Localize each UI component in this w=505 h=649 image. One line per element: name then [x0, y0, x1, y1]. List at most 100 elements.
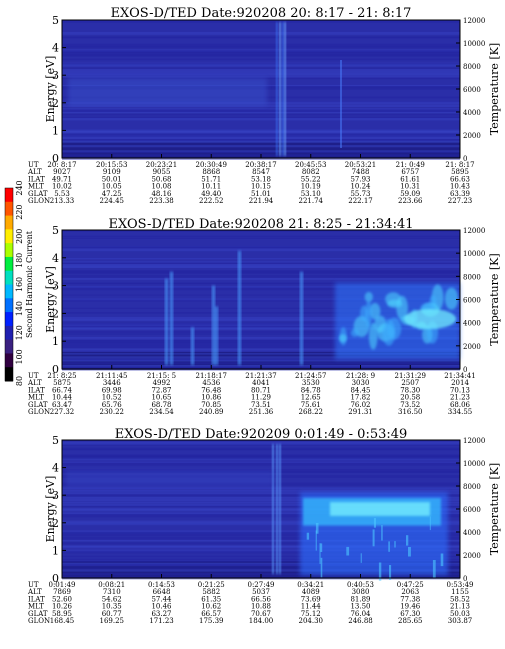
panel-title: EXOS-D/TED Date:920208 21: 8:25 - 21:34:…: [109, 217, 414, 232]
noise-stripe: [62, 336, 460, 338]
noise-stripe: [62, 550, 460, 554]
panel-3: EXOS-D/TED Date:920209 0:01:49 - 0:53:49…: [27, 427, 501, 625]
cell-mlt: 21.23: [450, 394, 470, 402]
noise-stripe: [62, 264, 460, 266]
emission-blob: [365, 300, 372, 328]
noise-stripe: [62, 338, 460, 342]
cell-glon: 222.17: [348, 197, 373, 205]
noise-stripe: [62, 278, 460, 280]
cell-alt: 7869: [53, 588, 71, 596]
cell-ut: 21:11:45: [96, 372, 127, 380]
cell-mlt: 12.65: [301, 394, 321, 402]
y2-tick-label: 4000: [463, 529, 481, 537]
panel-2: EXOS-D/TED Date:920208 21: 8:25 - 21:34:…: [27, 217, 501, 416]
colorbar-segment: [5, 325, 13, 341]
cell-glat: 76.04: [350, 610, 371, 618]
cell-ut: 20:15:53: [96, 161, 127, 169]
row-label-glon: GLON: [28, 197, 50, 205]
cell-ilat: 66.56: [251, 595, 272, 603]
noise-stripe: [62, 54, 460, 57]
cell-alt: 6757: [401, 168, 419, 176]
colorbar-tick-label: 80: [15, 376, 24, 386]
noise-stripe: [62, 136, 460, 140]
emission-streak: [394, 541, 396, 548]
emission-streak: [319, 543, 321, 564]
cell-ilat: 57.93: [350, 175, 370, 183]
y-tick-label: 1: [52, 335, 59, 348]
noise-stripe: [62, 246, 460, 248]
y2-tick-label: 6000: [463, 506, 481, 514]
cell-ilat: 84.78: [301, 386, 321, 394]
cell-ilat: 53.18: [251, 175, 271, 183]
cell-glon: 246.88: [348, 617, 373, 625]
colorbar-segment: [5, 298, 13, 313]
noise-stripe: [62, 512, 460, 515]
noise-stripe: [62, 299, 460, 302]
noise-stripe: [62, 530, 460, 533]
cell-mlt: 13.50: [350, 603, 370, 611]
row-label-glat: GLAT: [28, 610, 48, 618]
panels-layer: EXOS-D/TED Date:920208 20: 8:17 - 21: 8:…: [27, 6, 501, 625]
noise-stripe: [62, 561, 460, 563]
colorbar-tick-label: 160: [15, 277, 24, 292]
colorbar-segment: [5, 367, 13, 382]
y-tick-label: 1: [52, 124, 59, 137]
cell-glon: 227.23: [448, 197, 473, 205]
noise-stripe: [62, 325, 460, 328]
row-label-alt: ALT: [27, 168, 42, 176]
cell-ilat: 58.52: [450, 595, 470, 603]
noise-stripe: [62, 348, 460, 351]
cell-ilat: 80.71: [251, 386, 271, 394]
noise-stripe: [62, 46, 460, 49]
noise-stripe: [62, 134, 460, 137]
row-label-mlt: MLT: [28, 183, 44, 191]
y2-axis-label: Temperature [K]: [488, 463, 501, 555]
noise-stripe: [62, 307, 460, 309]
emission-streak: [346, 546, 350, 556]
noise-stripe: [62, 286, 460, 288]
cell-glat: 65.76: [102, 401, 123, 409]
noise-stripe: [62, 341, 460, 344]
y-tick-label: 1: [52, 544, 59, 557]
spike-line: [191, 327, 194, 365]
cell-alt: 6648: [153, 588, 171, 596]
emission-streak: [320, 557, 323, 578]
colorbar-tick-label: 120: [15, 325, 24, 340]
cell-ilat: 84.45: [350, 386, 370, 394]
cell-glon: 334.55: [448, 408, 473, 416]
cell-alt: 3030: [352, 379, 370, 387]
cell-ilat: 61.61: [400, 175, 420, 183]
colorbar-segment: [5, 270, 13, 285]
cell-mlt: 10.86: [201, 394, 222, 402]
cell-ilat: 73.69: [301, 595, 321, 603]
cell-ilat: 76.48: [201, 386, 221, 394]
spike-line: [212, 285, 215, 365]
cell-ilat: 50.68: [151, 175, 171, 183]
noise-stripe: [62, 150, 460, 153]
cell-ut: 20:38:17: [245, 161, 276, 169]
noise-stripe: [62, 337, 460, 340]
cell-glat: 59.09: [400, 190, 420, 198]
cell-glon: 168.45: [50, 617, 75, 625]
row-label-ilat: ILAT: [28, 595, 45, 603]
noise-stripe: [62, 542, 460, 545]
emission-blob: [385, 292, 402, 306]
cell-glat: 75.61: [301, 401, 321, 409]
cell-ilat: 54.62: [102, 595, 122, 603]
noise-stripe: [62, 20, 460, 23]
y-tick-label: 3: [52, 69, 59, 82]
noise-stripe: [62, 258, 460, 260]
noise-stripe: [62, 63, 460, 65]
y2-tick-label: 12000: [463, 227, 485, 235]
noise-stripe: [62, 340, 460, 343]
panel-title: EXOS-D/TED Date:920209 0:01:49 - 0:53:49: [115, 427, 408, 442]
cell-glat: 51.01: [251, 190, 271, 198]
cell-ut: 0:21:25: [198, 581, 225, 589]
cell-ilat: 49.71: [52, 175, 72, 183]
noise-stripe: [62, 343, 460, 346]
panel-title: EXOS-D/TED Date:920208 20: 8:17 - 21: 8:…: [111, 6, 412, 21]
row-label-ut: UT: [28, 161, 39, 169]
row-label-glat: GLAT: [28, 190, 48, 198]
y-tick-label: 4: [52, 42, 59, 55]
